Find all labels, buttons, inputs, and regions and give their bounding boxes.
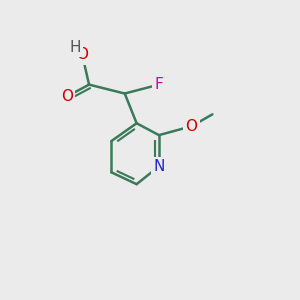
Text: O: O [186, 119, 198, 134]
Text: O: O [61, 89, 73, 104]
Text: F: F [154, 77, 163, 92]
Text: O: O [76, 47, 88, 62]
Text: N: N [153, 159, 165, 174]
Text: H: H [69, 40, 81, 55]
